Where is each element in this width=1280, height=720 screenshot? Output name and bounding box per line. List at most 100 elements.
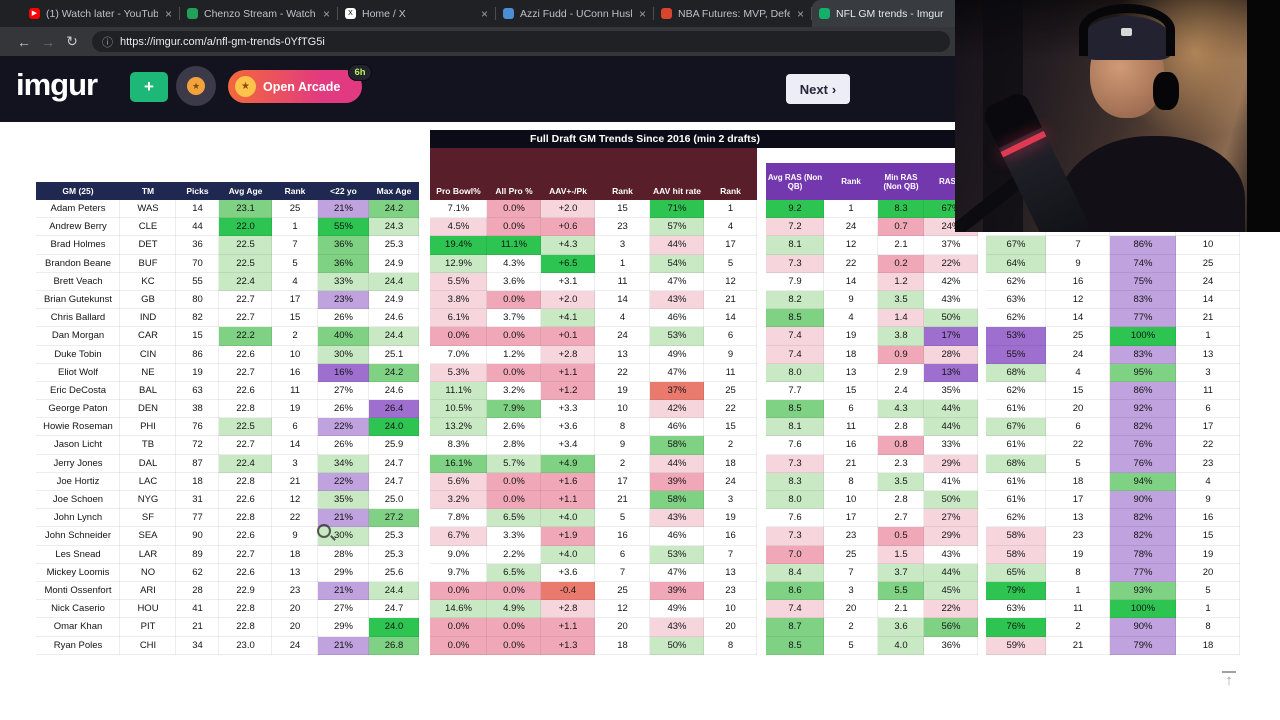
table-cell: 3.3% — [487, 527, 541, 546]
table-cell: 11.1% — [430, 381, 487, 401]
table-cell: 67% — [986, 236, 1046, 255]
table-cell: -0.4 — [541, 581, 595, 601]
table-cell: 75% — [1110, 272, 1176, 291]
open-arcade-button[interactable]: ★ Open Arcade — [228, 70, 362, 103]
table-cell: 71% — [650, 200, 704, 219]
browser-tab[interactable]: X Home / X × — [338, 0, 496, 27]
section-gap — [978, 272, 986, 291]
table-cell: 6 — [1176, 400, 1240, 419]
table-cell: 21 — [176, 618, 219, 637]
table-cell: 13 — [1176, 345, 1240, 364]
column-header: <22 yo — [330, 186, 357, 196]
scroll-to-top-button[interactable]: ↑ — [1214, 664, 1244, 694]
table-cell: 2.2% — [487, 545, 541, 564]
section-gap — [419, 381, 430, 401]
column-header: AAV+-/Pk — [549, 186, 587, 196]
table-cell: 25 — [272, 200, 318, 219]
table-cell: 9 — [1176, 491, 1240, 510]
table-cell: 3 — [595, 236, 650, 255]
table-cell: 8.0 — [766, 363, 824, 382]
table-cell: 90 — [176, 527, 219, 546]
section-gap — [757, 509, 766, 528]
table-cell: 13 — [595, 345, 650, 364]
table-cell: +4.9 — [541, 454, 595, 473]
table-cell: 15 — [704, 418, 757, 437]
table-row: Jerry Jones DAL 87 22.4 3 34% 24.7 16.1% 5.7% +4.… — [36, 454, 1240, 473]
table-cell: 55 — [176, 272, 219, 291]
imgur-logo[interactable]: imgur — [16, 67, 98, 102]
section-gap — [757, 581, 766, 601]
browser-tab[interactable]: ▶ (1) Watch later - YouTube × — [22, 0, 180, 27]
back-button[interactable]: ← — [17, 33, 31, 50]
url-bar[interactable]: ⓘ https://imgur.com/a/nfl-gm-trends-0YfT… — [92, 31, 950, 52]
table-cell: 62 — [176, 563, 219, 582]
section-gap — [978, 327, 986, 346]
table-cell: 21 — [1046, 636, 1110, 655]
table-cell: 13 — [824, 363, 878, 382]
table-cell: 29% — [318, 618, 369, 637]
table-cell: 83% — [1110, 345, 1176, 364]
next-button[interactable]: Next › — [786, 74, 850, 104]
table-cell: +1.1 — [541, 618, 595, 637]
table-cell: 24.4 — [369, 581, 419, 601]
tab-close-icon[interactable]: × — [796, 6, 804, 21]
scroll-top-bar — [1222, 671, 1236, 673]
table-cell: 78% — [1110, 545, 1176, 564]
table-cell: 12 — [272, 491, 318, 510]
new-post-button[interactable]: + — [130, 72, 168, 102]
table-cell: 22.7 — [219, 290, 272, 310]
table-cell: 0.0% — [487, 618, 541, 637]
section-gap — [757, 345, 766, 364]
table-cell: 43% — [650, 290, 704, 310]
up-arrow-icon: ↑ — [1225, 672, 1233, 689]
table-cell: 36 — [176, 236, 219, 255]
table-cell: 30% — [318, 345, 369, 364]
section-gap — [757, 636, 766, 655]
table-cell: 5 — [1046, 454, 1110, 473]
site-info-icon[interactable]: ⓘ — [102, 36, 113, 49]
table-cell: 63% — [986, 600, 1046, 619]
section-gap — [419, 418, 430, 437]
table-cell: 22.8 — [219, 618, 272, 637]
browser-tab[interactable]: Chenzo Stream - Watch Live on × — [180, 0, 338, 27]
section-gap — [757, 400, 766, 419]
table-cell: 19.4% — [430, 236, 487, 255]
table-cell: 7.3 — [766, 454, 824, 473]
table-cell: 5.7% — [487, 454, 541, 473]
table-cell: 8.2 — [766, 290, 824, 310]
section-gap — [419, 545, 430, 564]
table-cell: 26.8 — [369, 636, 419, 655]
table-cell: GB — [120, 290, 176, 310]
tab-close-icon[interactable]: × — [480, 6, 488, 21]
tab-close-icon[interactable]: × — [638, 6, 646, 21]
table-cell: 7 — [1046, 236, 1110, 255]
tab-close-icon[interactable]: × — [164, 6, 172, 21]
arcade-coin-icon[interactable]: ★ — [176, 66, 216, 106]
tab-close-icon[interactable]: × — [322, 6, 330, 21]
table-cell: 10 — [595, 400, 650, 419]
table-cell: 24.2 — [369, 200, 419, 219]
table-cell: 3.5 — [878, 472, 924, 491]
table-cell: 17% — [924, 327, 978, 346]
table-cell: 37% — [650, 381, 704, 401]
table-cell: 9.7% — [430, 563, 487, 582]
browser-tab[interactable]: Azzi Fudd - UConn Huskies Gu × — [496, 0, 654, 27]
table-cell: 8 — [595, 418, 650, 437]
browser-tab[interactable]: NFL GM trends - Imgur× — [812, 0, 970, 27]
section-gap — [978, 254, 986, 273]
reload-button[interactable]: ↻ — [66, 33, 78, 49]
section-gap — [978, 345, 986, 364]
table-cell: 4 — [1176, 472, 1240, 491]
table-cell: 22.7 — [219, 363, 272, 382]
table-cell: 4 — [824, 309, 878, 328]
table-cell: 33% — [924, 436, 978, 455]
table-cell: 61% — [986, 491, 1046, 510]
table-cell: 1.4 — [878, 309, 924, 328]
table-cell: 22.8 — [219, 600, 272, 619]
table-cell: 0.7 — [878, 218, 924, 237]
forward-button[interactable]: → — [41, 33, 55, 50]
table-cell: 62% — [986, 381, 1046, 401]
browser-tab[interactable]: NBA Futures: MVP, Defensive P × — [654, 0, 812, 27]
table-cell: 68% — [986, 454, 1046, 473]
tab-favicon-icon — [503, 8, 514, 19]
